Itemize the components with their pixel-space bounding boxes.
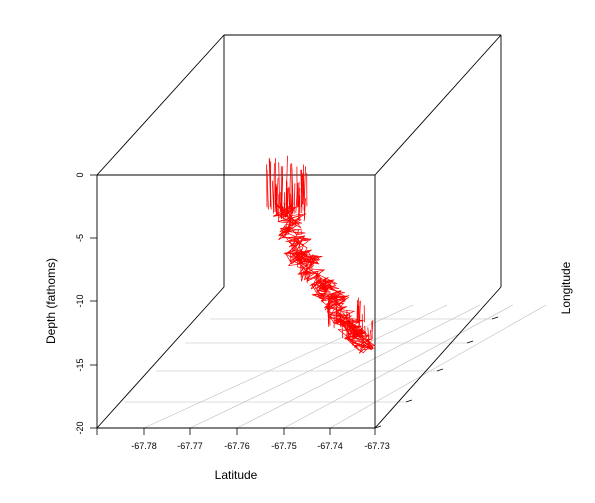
- track-dive-spike: [347, 328, 350, 340]
- x-axis-ticks: [96, 428, 376, 435]
- x-tick-label: -67.77: [177, 441, 203, 451]
- track-dive-spike: [275, 187, 278, 214]
- track-dive-spike: [289, 186, 291, 215]
- track-dive-spike: [275, 187, 278, 215]
- track-layer: [266, 155, 376, 354]
- box-edge: [96, 34, 225, 176]
- track-dive-spike: [300, 182, 303, 208]
- track-dive-spike: [282, 206, 285, 220]
- z-tick-labels: 0 -5 -10 -15 -20: [75, 172, 85, 434]
- track-dive-spike: [295, 188, 298, 213]
- x-tick-label: -67.74: [317, 441, 343, 451]
- track-dive-spike: [353, 324, 356, 336]
- floor-grid-line: [329, 304, 547, 429]
- box-edge: [374, 286, 502, 429]
- z-axis-title: Depth (fathoms): [44, 258, 58, 344]
- track-line: [273, 202, 374, 351]
- x-tick-label: -67.78: [131, 441, 157, 451]
- x-tick-label: -67.76: [224, 441, 250, 451]
- track-dive-spike: [281, 200, 284, 216]
- track-dive-spike: [278, 162, 280, 205]
- track-dive-spike: [293, 183, 296, 214]
- x-tick-label: -67.75: [271, 441, 297, 451]
- track-dive-spike: [358, 316, 361, 336]
- x-axis-title: Latitude: [215, 468, 258, 482]
- track-dive-spike: [303, 164, 305, 205]
- y-axis-ticks: [374, 316, 499, 429]
- track-dive-spike: [352, 318, 355, 339]
- x-tick-labels: -67.78 -67.77 -67.76 -67.75 -67.74 -67.7…: [131, 441, 390, 451]
- z-axis-ticks: [90, 174, 97, 429]
- track-dive-spike: [302, 172, 305, 205]
- floor-grid-line: [143, 304, 414, 429]
- box-edge: [96, 286, 225, 429]
- floor-grid: [124, 304, 547, 429]
- z-tick-label: -15: [75, 358, 85, 371]
- floor-grid-line: [236, 304, 481, 429]
- track-dive-spike: [271, 180, 274, 209]
- track-dive-spike: [286, 188, 289, 216]
- track-dive-spike: [298, 200, 300, 220]
- track-dive-spike: [341, 321, 344, 339]
- z-tick-label: -10: [75, 294, 85, 307]
- track-dive-spike: [275, 193, 277, 215]
- x-tick-label: -67.73: [364, 441, 390, 451]
- box-frame: [96, 34, 502, 429]
- track-dive-spike: [349, 312, 351, 335]
- box-edge: [374, 34, 502, 176]
- track-dive-spike: [298, 195, 301, 220]
- z-tick-label: 0: [75, 172, 85, 177]
- track-dive-spike: [370, 329, 372, 341]
- track-dive-spike: [329, 295, 331, 326]
- floor-grid-line: [189, 304, 448, 429]
- floor-grid-line: [283, 304, 514, 429]
- track-dive-spike: [266, 169, 269, 210]
- z-tick-label: -5: [75, 234, 85, 242]
- track-dive-spike: [280, 203, 283, 220]
- track-dive-spike: [364, 325, 366, 335]
- track-dive-spike: [367, 327, 370, 341]
- z-tick-label: -20: [75, 421, 85, 434]
- y-axis-title: Longitude: [559, 261, 573, 314]
